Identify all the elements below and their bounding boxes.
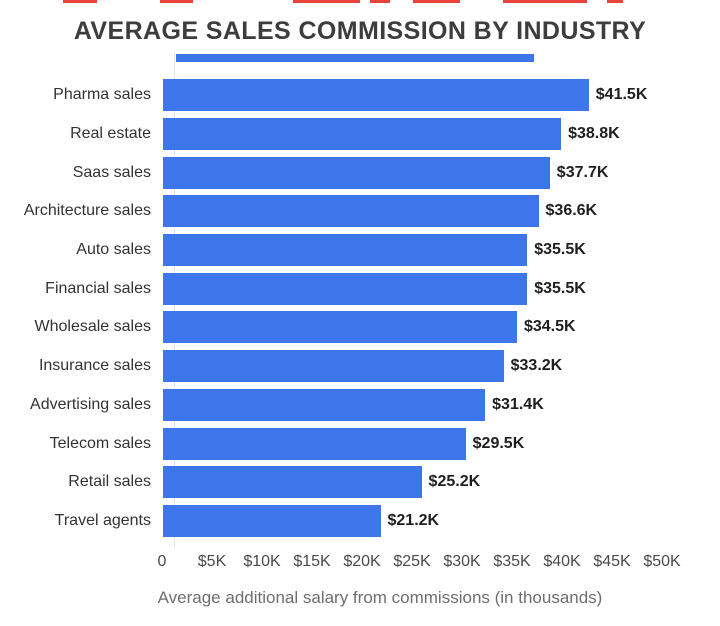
category-label: Pharma sales [53, 86, 151, 104]
x-tick-label: $35K [493, 553, 531, 570]
bar-track: $41.5K [163, 79, 720, 112]
bar-row: Advertising sales $31.4K [0, 386, 720, 425]
x-axis-title: Average additional salary from commissio… [157, 588, 603, 607]
bar [163, 466, 422, 499]
category-label: Telecom sales [49, 434, 151, 452]
value-label: $36.6K [545, 202, 598, 220]
category-label: Travel agents [54, 511, 151, 529]
category-label: Insurance sales [38, 357, 151, 375]
bar-row: Architecture sales $36.6K [0, 192, 720, 231]
x-axis-ticks: 0 $5K $10K $15K $20K $25K $30K $35K $40K $45K $50K [0, 553, 720, 573]
bar [163, 311, 517, 344]
x-tick-label: $15K [293, 553, 331, 570]
red-mark-segment [607, 0, 623, 3]
value-label: $35.5K [534, 279, 586, 297]
x-tick-label: $10K [243, 553, 281, 570]
bar-track: $21.2K [163, 504, 720, 537]
bar-row: Saas sales $37.7K [0, 153, 720, 192]
value-label: $33.2K [510, 357, 563, 375]
value-label: $31.4K [492, 395, 544, 413]
value-label: $25.2K [428, 473, 481, 491]
category-label: Retail sales [68, 473, 151, 491]
bar [163, 272, 528, 305]
category-label: Auto sales [76, 241, 151, 259]
bar-row: Auto sales $35.5K [0, 231, 720, 270]
bar [163, 79, 589, 112]
red-mark-segment [503, 0, 587, 3]
bar-track: $36.6K [163, 195, 720, 228]
x-tick-label: $20K [343, 553, 381, 570]
bar [163, 350, 504, 383]
bar-track: $34.5K [163, 311, 720, 344]
bar-track: $33.2K [163, 350, 720, 383]
bar [163, 195, 539, 228]
bar-track: $35.5K [163, 234, 720, 267]
value-label: $21.2K [387, 511, 440, 529]
bar [163, 234, 528, 267]
bar [163, 388, 486, 421]
category-label: Architecture sales [23, 202, 151, 220]
bar-track: $31.4K [163, 388, 720, 421]
value-label: $29.5K [472, 434, 525, 452]
bar-track: $29.5K [163, 427, 720, 460]
x-tick-label: $25K [393, 553, 431, 570]
cropped-bar-remnant [176, 54, 534, 62]
bar-row: Travel agents $21.2K [0, 502, 720, 541]
red-mark-segment [370, 0, 390, 3]
category-label: Saas sales [72, 163, 151, 181]
value-label: $34.5K [523, 318, 576, 336]
x-tick-label: $40K [543, 553, 581, 570]
bar-row: Real estate $38.8K [0, 115, 720, 154]
bar [163, 504, 381, 537]
category-label: Financial sales [45, 279, 151, 297]
bar-track: $37.7K [163, 156, 720, 189]
red-mark-segment [63, 0, 97, 3]
x-tick-label: $30K [443, 553, 481, 570]
bar-track: $38.8K [163, 118, 720, 151]
red-mark-segment [160, 0, 193, 3]
bar-row: Retail sales $25.2K [0, 463, 720, 502]
bar-rows: Pharma sales $41.5K Real estate $38.8K S… [0, 76, 720, 540]
value-label: $35.5K [534, 241, 586, 259]
value-label: $38.8K [568, 125, 620, 143]
bar-row: Financial sales $35.5K [0, 269, 720, 308]
red-mark-segment [293, 0, 360, 3]
category-label: Real estate [70, 125, 151, 143]
red-mark-segment [413, 0, 460, 3]
x-tick-label: $45K [593, 553, 631, 570]
value-label: $41.5K [595, 86, 648, 104]
x-tick-label: 0 [157, 553, 167, 570]
category-label: Advertising sales [30, 395, 151, 413]
x-tick-label: $5K [197, 553, 227, 570]
bar [163, 118, 562, 151]
bar-row: Wholesale sales $34.5K [0, 308, 720, 347]
bar-row: Telecom sales $29.5K [0, 424, 720, 463]
x-tick-label: $50K [643, 553, 681, 570]
category-label: Wholesale sales [34, 318, 152, 336]
bar-track: $35.5K [163, 272, 720, 305]
value-label: $37.7K [556, 163, 609, 181]
bar-track: $25.2K [163, 466, 720, 499]
bar [163, 427, 466, 460]
bar-row: Pharma sales $41.5K [0, 76, 720, 115]
chart-title: AVERAGE SALES COMMISSION BY INDUSTRY [73, 17, 647, 45]
bar-row: Insurance sales $33.2K [0, 347, 720, 386]
bar [163, 156, 550, 189]
